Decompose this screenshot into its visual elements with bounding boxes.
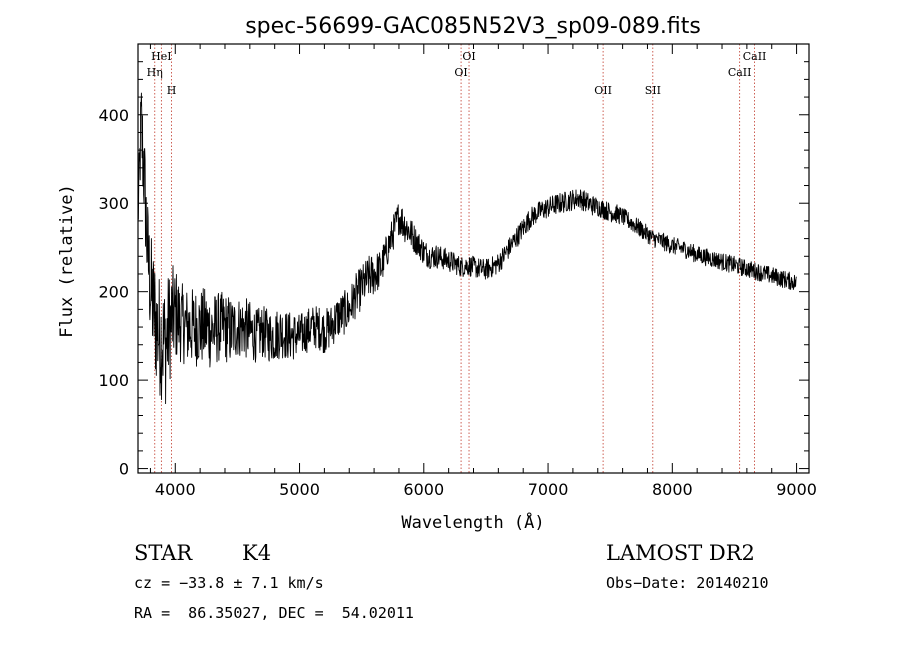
x-tick-label: 4000: [155, 480, 196, 499]
line-annotation: CaII: [728, 66, 752, 79]
y-tick-label: 300: [98, 194, 129, 213]
line-annotation: Hη: [147, 66, 163, 79]
line-annotation: SII: [645, 84, 661, 97]
x-tick-label: 7000: [528, 480, 569, 499]
x-tick-label: 9000: [776, 480, 817, 499]
object-subclass: K4: [242, 541, 272, 565]
line-annotation: OII: [594, 84, 612, 97]
spectrum-line: [137, 92, 797, 405]
x-axis: 4000 5000 6000 7000 8000 9000: [149, 44, 817, 499]
line-annotation: CaII: [743, 50, 767, 63]
x-axis-label: Wavelength (Å): [401, 511, 544, 533]
observation-date: Obs−Date: 20140210: [606, 574, 769, 592]
chart-title: spec-56699-GAC085N52V3_sp09-089.fits: [245, 14, 701, 39]
object-class: STAR: [134, 541, 193, 565]
y-tick-label: 0: [119, 460, 129, 479]
redshift-cz: cz = −33.8 ± 7.1 km/s: [134, 574, 324, 592]
plot-area: HeI Hη H OI OI OII SII CaII CaII: [137, 44, 797, 473]
coordinates: RA = 86.35027, DEC = 54.02011: [134, 604, 414, 622]
x-tick-label: 6000: [403, 480, 444, 499]
y-tick-label: 400: [98, 106, 129, 125]
y-axis-label: Flux (relative): [57, 184, 77, 338]
y-tick-label: 200: [98, 283, 129, 302]
y-tick-label: 100: [98, 371, 129, 390]
line-annotation: HeI: [151, 50, 171, 63]
line-annotation: H: [167, 84, 177, 97]
x-tick-label: 8000: [652, 480, 693, 499]
line-annotation: OI: [462, 50, 475, 63]
y-axis: 0 100 200 300 400: [98, 61, 809, 479]
survey-release: LAMOST DR2: [606, 541, 755, 565]
x-tick-label: 5000: [279, 480, 320, 499]
line-annotation: OI: [454, 66, 467, 79]
